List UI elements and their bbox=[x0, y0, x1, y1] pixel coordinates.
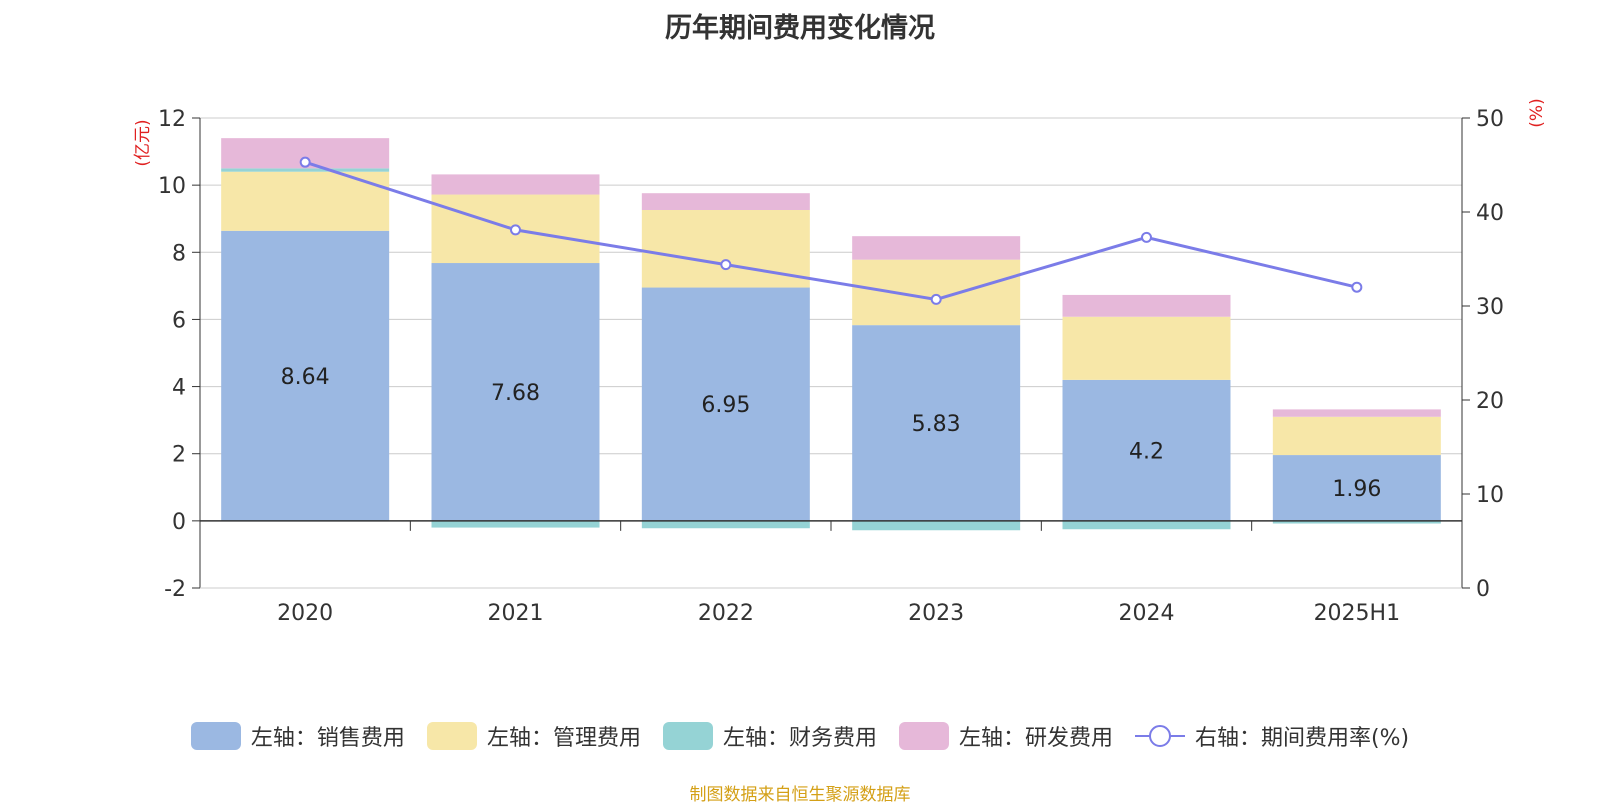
legend-swatch bbox=[898, 722, 949, 750]
rate-point bbox=[299, 156, 311, 168]
legend-label: 左轴：销售费用 bbox=[250, 726, 405, 751]
left-axis-tick-label: 12 bbox=[158, 107, 186, 132]
x-axis-tick-label: 2020 bbox=[277, 601, 333, 626]
bar-segment bbox=[1062, 520, 1231, 530]
data-label: 7.68 bbox=[491, 381, 540, 406]
x-axis-tick-label: 2023 bbox=[908, 601, 964, 626]
bar-segment bbox=[641, 520, 810, 529]
bar-segment bbox=[641, 209, 810, 288]
x-axis-tick-label: 2021 bbox=[488, 601, 544, 626]
rate-point bbox=[1141, 231, 1152, 243]
rate-line bbox=[304, 160, 1358, 301]
right-axis-tick-label: 50 bbox=[1476, 107, 1504, 132]
right-axis-unit-label: (%) bbox=[1527, 98, 1547, 127]
x-axis-tick-label: 2024 bbox=[1119, 601, 1175, 626]
left-axis-tick-label: 4 bbox=[172, 376, 186, 401]
legend-label: 左轴：管理费用 bbox=[486, 726, 641, 751]
bar-segment bbox=[431, 263, 600, 521]
legend-swatch bbox=[1134, 722, 1185, 750]
bar-segment bbox=[852, 236, 1021, 260]
right-axis-tick-label: 20 bbox=[1476, 389, 1504, 414]
left-axis-tick-label: 6 bbox=[172, 308, 186, 333]
legend: 左轴：销售费用 左轴：管理费用 左轴：财务费用 左轴：研发费用 右轴：期间费用率(%) bbox=[0, 720, 1600, 752]
rate-point bbox=[720, 259, 732, 271]
bar-segment bbox=[431, 520, 600, 528]
x-axis-tick-label: 2025H1 bbox=[1314, 601, 1401, 626]
data-label: 5.83 bbox=[912, 412, 961, 437]
bar-segment bbox=[1272, 520, 1441, 524]
legend-item[interactable]: 左轴：研发费用 bbox=[898, 720, 1113, 752]
bar-segment bbox=[1062, 294, 1231, 317]
right-axis-tick-label: 10 bbox=[1476, 483, 1504, 508]
left-axis-unit-label: (亿元) bbox=[133, 119, 153, 166]
legend-item[interactable]: 左轴：销售费用 bbox=[190, 720, 405, 752]
bar-segment bbox=[1272, 416, 1441, 456]
bar-segment bbox=[221, 230, 390, 521]
data-label: 6.95 bbox=[701, 393, 750, 418]
data-label: 1.96 bbox=[1332, 477, 1381, 502]
legend-item[interactable]: 左轴：财务费用 bbox=[662, 720, 877, 752]
right-axis-tick-label: 0 bbox=[1476, 577, 1490, 602]
left-axis-tick-label: 2 bbox=[172, 443, 186, 468]
legend-item[interactable]: 左轴：管理费用 bbox=[426, 720, 641, 752]
left-axis-tick-label: 8 bbox=[172, 241, 186, 266]
bar-segment bbox=[641, 193, 810, 210]
legend-label: 左轴：财务费用 bbox=[722, 726, 877, 751]
left-axis-tick-label: 10 bbox=[158, 174, 186, 199]
rate-point bbox=[510, 224, 521, 236]
bar-segment bbox=[852, 325, 1021, 521]
data-label: 4.2 bbox=[1129, 439, 1164, 464]
right-axis-tick-label: 40 bbox=[1476, 201, 1504, 226]
rate-point bbox=[1351, 281, 1363, 293]
bar-segment bbox=[641, 287, 810, 521]
legend-swatch bbox=[426, 722, 477, 750]
chart-title: 历年期间费用变化情况 bbox=[665, 13, 935, 44]
bar-segment bbox=[1272, 455, 1441, 521]
legend-label: 左轴：研发费用 bbox=[958, 726, 1113, 751]
chart-plot: -2 0 2 4 6 8 10 12 0 10 20 30 40 50 (亿元) (%) 2020 2021 202… bbox=[133, 98, 1547, 626]
legend-item[interactable]: 右轴：期间费用率(%) bbox=[1134, 720, 1410, 752]
bar-segment bbox=[852, 259, 1021, 326]
bar-segment bbox=[221, 168, 390, 172]
right-axis-tick-label: 30 bbox=[1476, 295, 1504, 320]
x-axis-tick-label: 2022 bbox=[698, 601, 754, 626]
bar-segment bbox=[431, 174, 600, 195]
legend-swatch bbox=[190, 722, 241, 750]
bar-segment bbox=[1272, 409, 1441, 417]
legend-label: 右轴：期间费用率(%) bbox=[1194, 726, 1410, 751]
bar-segment bbox=[1062, 379, 1231, 521]
rate-point bbox=[930, 293, 942, 305]
legend-swatch bbox=[662, 722, 713, 750]
bar-segment bbox=[1062, 316, 1231, 380]
source-note: 制图数据来自恒生聚源数据库 bbox=[689, 785, 911, 805]
left-axis-tick-label: 0 bbox=[172, 510, 186, 535]
left-axis-tick-label: -2 bbox=[164, 577, 186, 602]
data-label: 8.64 bbox=[281, 365, 330, 390]
bar-segment bbox=[852, 520, 1021, 531]
